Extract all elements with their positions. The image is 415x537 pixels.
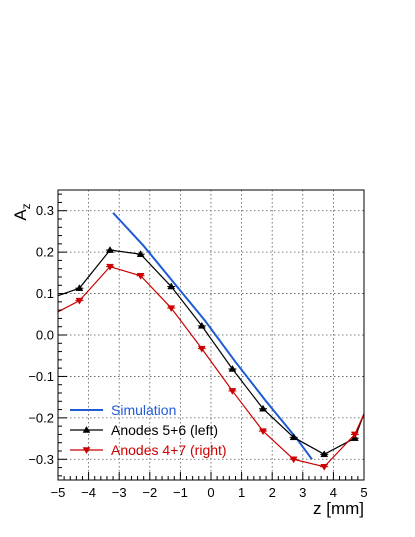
y-tick-label: 0.3 (36, 203, 54, 218)
series-line (57, 265, 365, 468)
y-axis-label-subscript: z (19, 203, 33, 209)
series-anodes-5-6-left- (57, 246, 365, 458)
y-tick-label: 0.0 (36, 328, 54, 343)
y-tick-label: −0.1 (28, 369, 54, 384)
legend-label: Simulation (111, 402, 176, 418)
data-point-marker (82, 426, 91, 433)
y-axis-label-main: A (11, 209, 30, 221)
data-point-marker (106, 263, 114, 271)
series-anodes-4-7-right- (57, 263, 365, 471)
x-tick-label: −3 (112, 485, 127, 500)
y-axis-label: Az (11, 203, 33, 220)
grid (58, 190, 364, 480)
x-tick-label: 3 (299, 485, 306, 500)
x-tick-label: −1 (173, 485, 188, 500)
legend: Simulation Anodes 5+6 (left) Anodes 4+7 (r… (70, 402, 227, 458)
x-tick-label: −2 (142, 485, 157, 500)
legend-item: Anodes 5+6 (left) (70, 422, 218, 438)
data-point-marker (350, 431, 359, 439)
legend-label: Anodes 5+6 (left) (111, 422, 218, 438)
legend-item: Simulation (70, 402, 176, 418)
series-layer (57, 212, 365, 471)
y-tick-label: −0.2 (28, 410, 54, 425)
x-tick-label: −5 (51, 485, 66, 500)
series-simulation (112, 212, 313, 460)
data-point-marker (320, 450, 329, 458)
x-axis-label: z [mm] (313, 499, 364, 518)
data-point-marker (136, 250, 145, 257)
y-tick-label: 0.1 (36, 286, 54, 301)
data-point-marker (320, 463, 329, 471)
data-point-marker (228, 388, 237, 395)
data-point-marker (82, 447, 91, 454)
legend-label: Anodes 4+7 (right) (111, 442, 227, 458)
data-point-marker (228, 364, 237, 372)
legend-item: Anodes 4+7 (right) (70, 442, 227, 458)
data-point-marker (289, 456, 298, 464)
axis-ticks (57, 193, 365, 480)
y-tick-label: −0.3 (28, 452, 54, 467)
x-tick-label: 0 (207, 485, 214, 500)
series-line (57, 249, 365, 455)
x-tick-label: 5 (360, 485, 367, 500)
data-point-marker (106, 246, 114, 253)
x-tick-label: 4 (330, 485, 337, 500)
x-tick-label: −4 (81, 485, 96, 500)
tick-labels: −5 −4 −3 −2 −1 0 1 2 3 4 5 −0.3 −0.2 −0.1 0.0 0.1 0.2 0.3 (28, 203, 367, 500)
y-tick-label: 0.2 (36, 245, 54, 260)
x-tick-label: 2 (269, 485, 276, 500)
series-line (112, 212, 313, 460)
x-tick-label: 1 (238, 485, 245, 500)
